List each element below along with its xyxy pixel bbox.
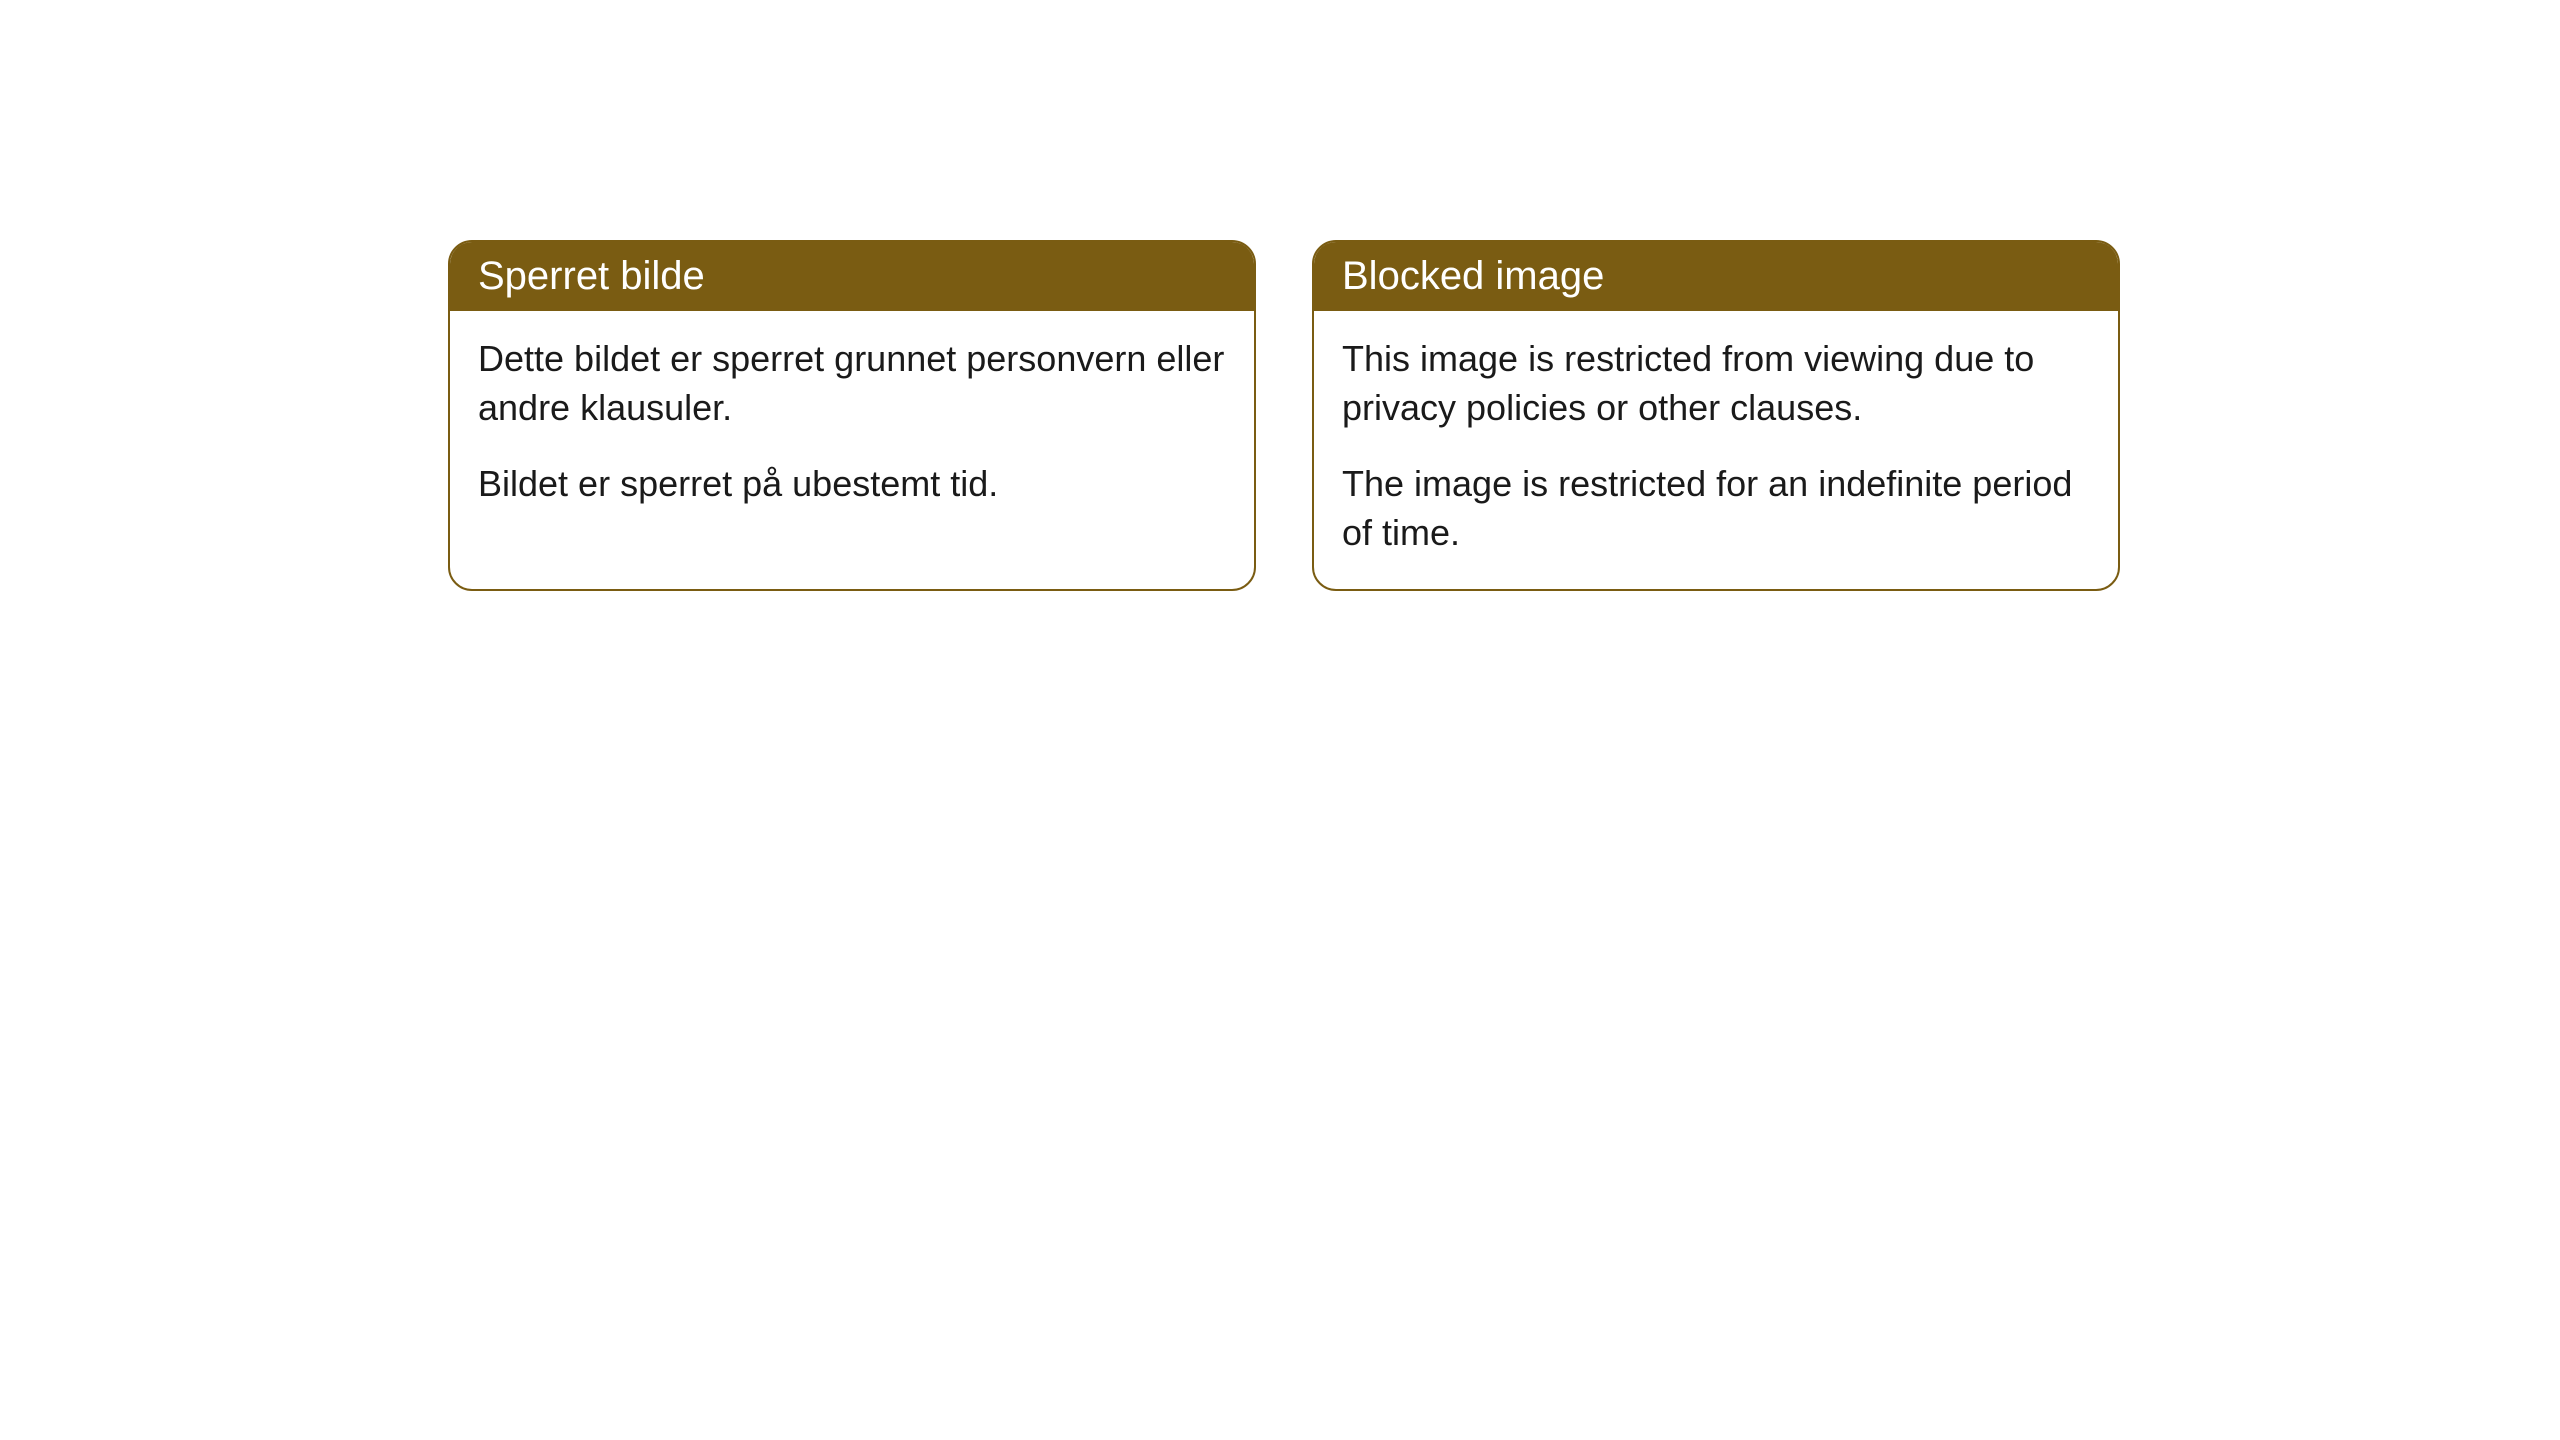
cards-container: Sperret bilde Dette bildet er sperret gr… [448,240,2120,591]
card-title-norwegian: Sperret bilde [450,242,1254,311]
card-paragraph-2: The image is restricted for an indefinit… [1342,460,2090,557]
card-body-norwegian: Dette bildet er sperret grunnet personve… [450,311,1254,541]
card-title-english: Blocked image [1314,242,2118,311]
blocked-image-card-english: Blocked image This image is restricted f… [1312,240,2120,591]
card-paragraph-2: Bildet er sperret på ubestemt tid. [478,460,1226,509]
card-paragraph-1: This image is restricted from viewing du… [1342,335,2090,432]
blocked-image-card-norwegian: Sperret bilde Dette bildet er sperret gr… [448,240,1256,591]
card-paragraph-1: Dette bildet er sperret grunnet personve… [478,335,1226,432]
card-body-english: This image is restricted from viewing du… [1314,311,2118,589]
